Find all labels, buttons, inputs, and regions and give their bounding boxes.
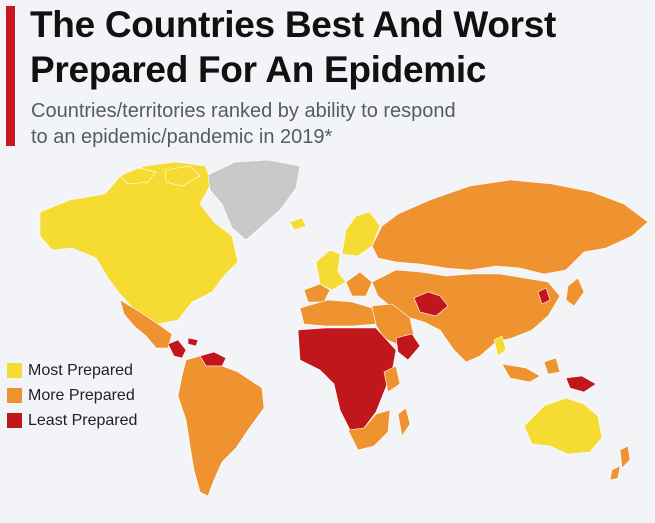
legend-swatch	[7, 363, 22, 378]
region-iceland	[289, 217, 307, 231]
legend-item-more-prepared: More Prepared	[7, 383, 137, 408]
title-line-2: Prepared For An Epidemic	[30, 49, 487, 90]
legend-label: Least Prepared	[28, 411, 138, 429]
region-russia	[371, 179, 649, 275]
region-north-america	[39, 161, 239, 325]
region-central-america	[167, 337, 199, 359]
accent-bar	[6, 6, 15, 146]
region-southern-africa	[347, 365, 401, 451]
legend-swatch	[7, 413, 22, 428]
legend-swatch	[7, 388, 22, 403]
region-thailand	[493, 335, 507, 357]
region-southeast-asia	[501, 357, 561, 383]
region-korea	[537, 287, 551, 305]
region-madagascar	[397, 407, 411, 437]
subtitle-line-1: Countries/territories ranked by ability …	[31, 100, 456, 122]
region-new-zealand	[609, 445, 631, 481]
region-arctic-islands	[119, 165, 201, 187]
region-papua-new-guinea	[565, 375, 597, 393]
legend-item-most-prepared: Most Prepared	[7, 358, 137, 383]
subtitle-line-2: to an epidemic/pandemic in 2019*	[31, 126, 333, 148]
region-japan	[565, 277, 585, 307]
region-asia	[371, 269, 561, 363]
page-title: The Countries Best And Worst Prepared Fo…	[30, 2, 650, 92]
region-horn-of-africa	[395, 333, 421, 361]
region-southwest-asia	[413, 291, 449, 317]
legend-item-least-prepared: Least Prepared	[7, 408, 137, 433]
title-line-1: The Countries Best And Worst	[30, 4, 557, 45]
legend-label: Most Prepared	[28, 361, 133, 379]
legend-label: More Prepared	[28, 386, 135, 404]
region-scandinavia	[341, 211, 381, 257]
world-map	[39, 159, 649, 497]
region-southern-europe	[303, 271, 373, 303]
subtitle: Countries/territories ranked by ability …	[31, 98, 591, 150]
legend: Most Prepared More Prepared Least Prepar…	[7, 358, 137, 433]
region-north-africa	[299, 299, 377, 327]
region-mexico	[119, 299, 173, 349]
region-south-america	[177, 355, 265, 497]
region-australia	[523, 397, 603, 455]
region-greenland	[207, 159, 301, 241]
region-sub-saharan-africa	[297, 327, 397, 431]
